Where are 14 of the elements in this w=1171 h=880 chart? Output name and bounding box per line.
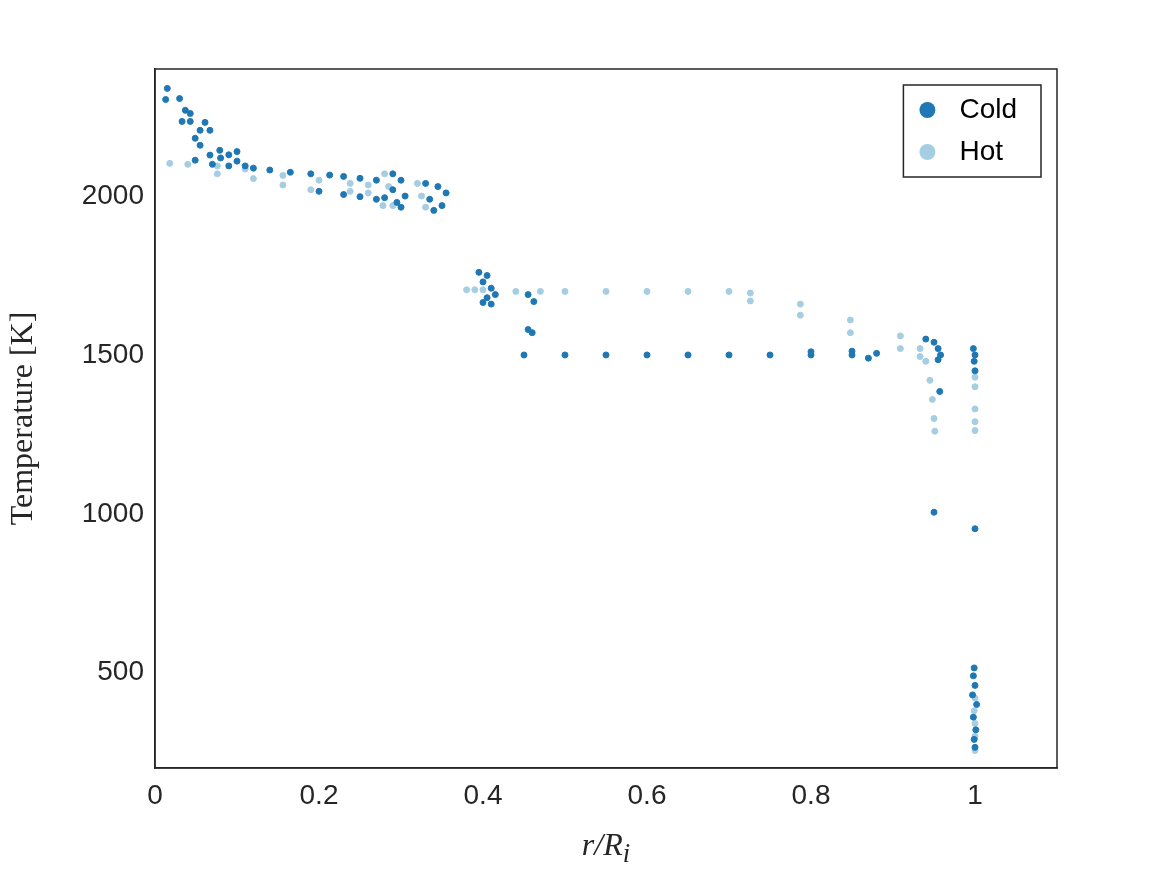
x-tick-label: 0.8 bbox=[791, 778, 831, 810]
y-tick-label: 1500 bbox=[81, 337, 144, 369]
x-axis-title: r/R$_{i}$ bbox=[580, 826, 632, 870]
x-tick-label: 1 bbox=[967, 778, 983, 810]
y-axis-title: Temperature [K] bbox=[2, 311, 39, 526]
y-tick-label: 2000 bbox=[81, 178, 144, 210]
legend-label: Cold bbox=[959, 92, 1018, 124]
y-tick-label: 1000 bbox=[81, 496, 144, 528]
x-tick-label: 0.6 bbox=[627, 778, 667, 810]
legend-label: Hot bbox=[959, 134, 1004, 166]
x-tick-label: 0.4 bbox=[463, 778, 503, 810]
x-tick-label: 0.2 bbox=[299, 778, 339, 810]
y-tick-label: 500 bbox=[97, 655, 144, 687]
x-tick-label: 0 bbox=[147, 778, 163, 810]
